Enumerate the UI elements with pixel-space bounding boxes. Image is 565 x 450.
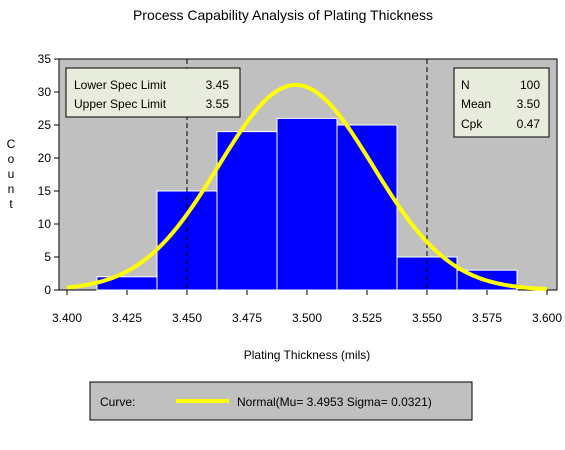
y-tick-label: 0 [44, 283, 51, 297]
curve-legend-frame [89, 381, 473, 421]
curve-legend: Curve: Normal(Mu= 3.4953 Sigma= 0.0321) [89, 381, 473, 421]
y-tick-label: 5 [44, 250, 51, 264]
x-axis: 3.400 3.425 3.450 3.475 3.500 3.525 3.550 3.575… [52, 290, 562, 325]
stat-cpk-label: Cpk [461, 117, 483, 131]
upper-spec-label: Upper Spec Limit [74, 97, 167, 111]
y-tick-label: 30 [38, 85, 52, 99]
stats-box: N 100 Mean 3.50 Cpk 0.47 [453, 67, 550, 138]
stat-mean-label: Mean [461, 97, 491, 111]
x-axis-label: Plating Thickness (mils) [244, 348, 370, 362]
stat-cpk-value: 0.47 [517, 117, 541, 131]
lower-spec-value: 3.45 [206, 78, 230, 92]
histogram-bar-3 [216, 131, 278, 291]
histogram-bars [96, 117, 518, 291]
histogram-bar-4 [276, 117, 338, 291]
y-tick-label: 35 [38, 52, 52, 66]
y-tick-label: 25 [38, 118, 52, 132]
histogram-bar-5 [336, 124, 398, 291]
x-tick-label: 3.550 [412, 311, 442, 325]
y-axis: 0 5 10 15 20 25 30 35 [38, 52, 59, 297]
normal-curve [66, 82, 548, 291]
curve-legend-label: Normal(Mu= 3.4953 Sigma= 0.0321) [237, 395, 432, 409]
y-tick-label: 20 [38, 151, 52, 165]
stat-n-value: 100 [520, 78, 540, 92]
upper-spec-value: 3.55 [206, 97, 230, 111]
x-tick-label: 3.400 [52, 311, 82, 325]
y-tick-label: 15 [38, 184, 52, 198]
stat-n-label: N [461, 78, 470, 92]
x-tick-label: 3.475 [232, 311, 262, 325]
spec-limit-lines [186, 59, 428, 290]
stats-box-frame [453, 67, 550, 138]
stat-mean-value: 3.50 [517, 97, 541, 111]
x-tick-label: 3.425 [112, 311, 142, 325]
spec-limits-box: Lower Spec Limit 3.45 Upper Spec Limit 3… [65, 67, 241, 118]
y-tick-label: 10 [38, 217, 52, 231]
spec-limits-box-frame [65, 67, 241, 118]
x-tick-label: 3.600 [532, 311, 562, 325]
x-tick-label: 3.575 [472, 311, 502, 325]
x-tick-label: 3.500 [292, 311, 322, 325]
chart-title: Process Capability Analysis of Plating T… [133, 7, 433, 23]
x-tick-label: 3.450 [172, 311, 202, 325]
x-tick-label: 3.525 [352, 311, 382, 325]
curve-legend-title: Curve: [100, 395, 135, 409]
lower-spec-label: Lower Spec Limit [74, 78, 167, 92]
